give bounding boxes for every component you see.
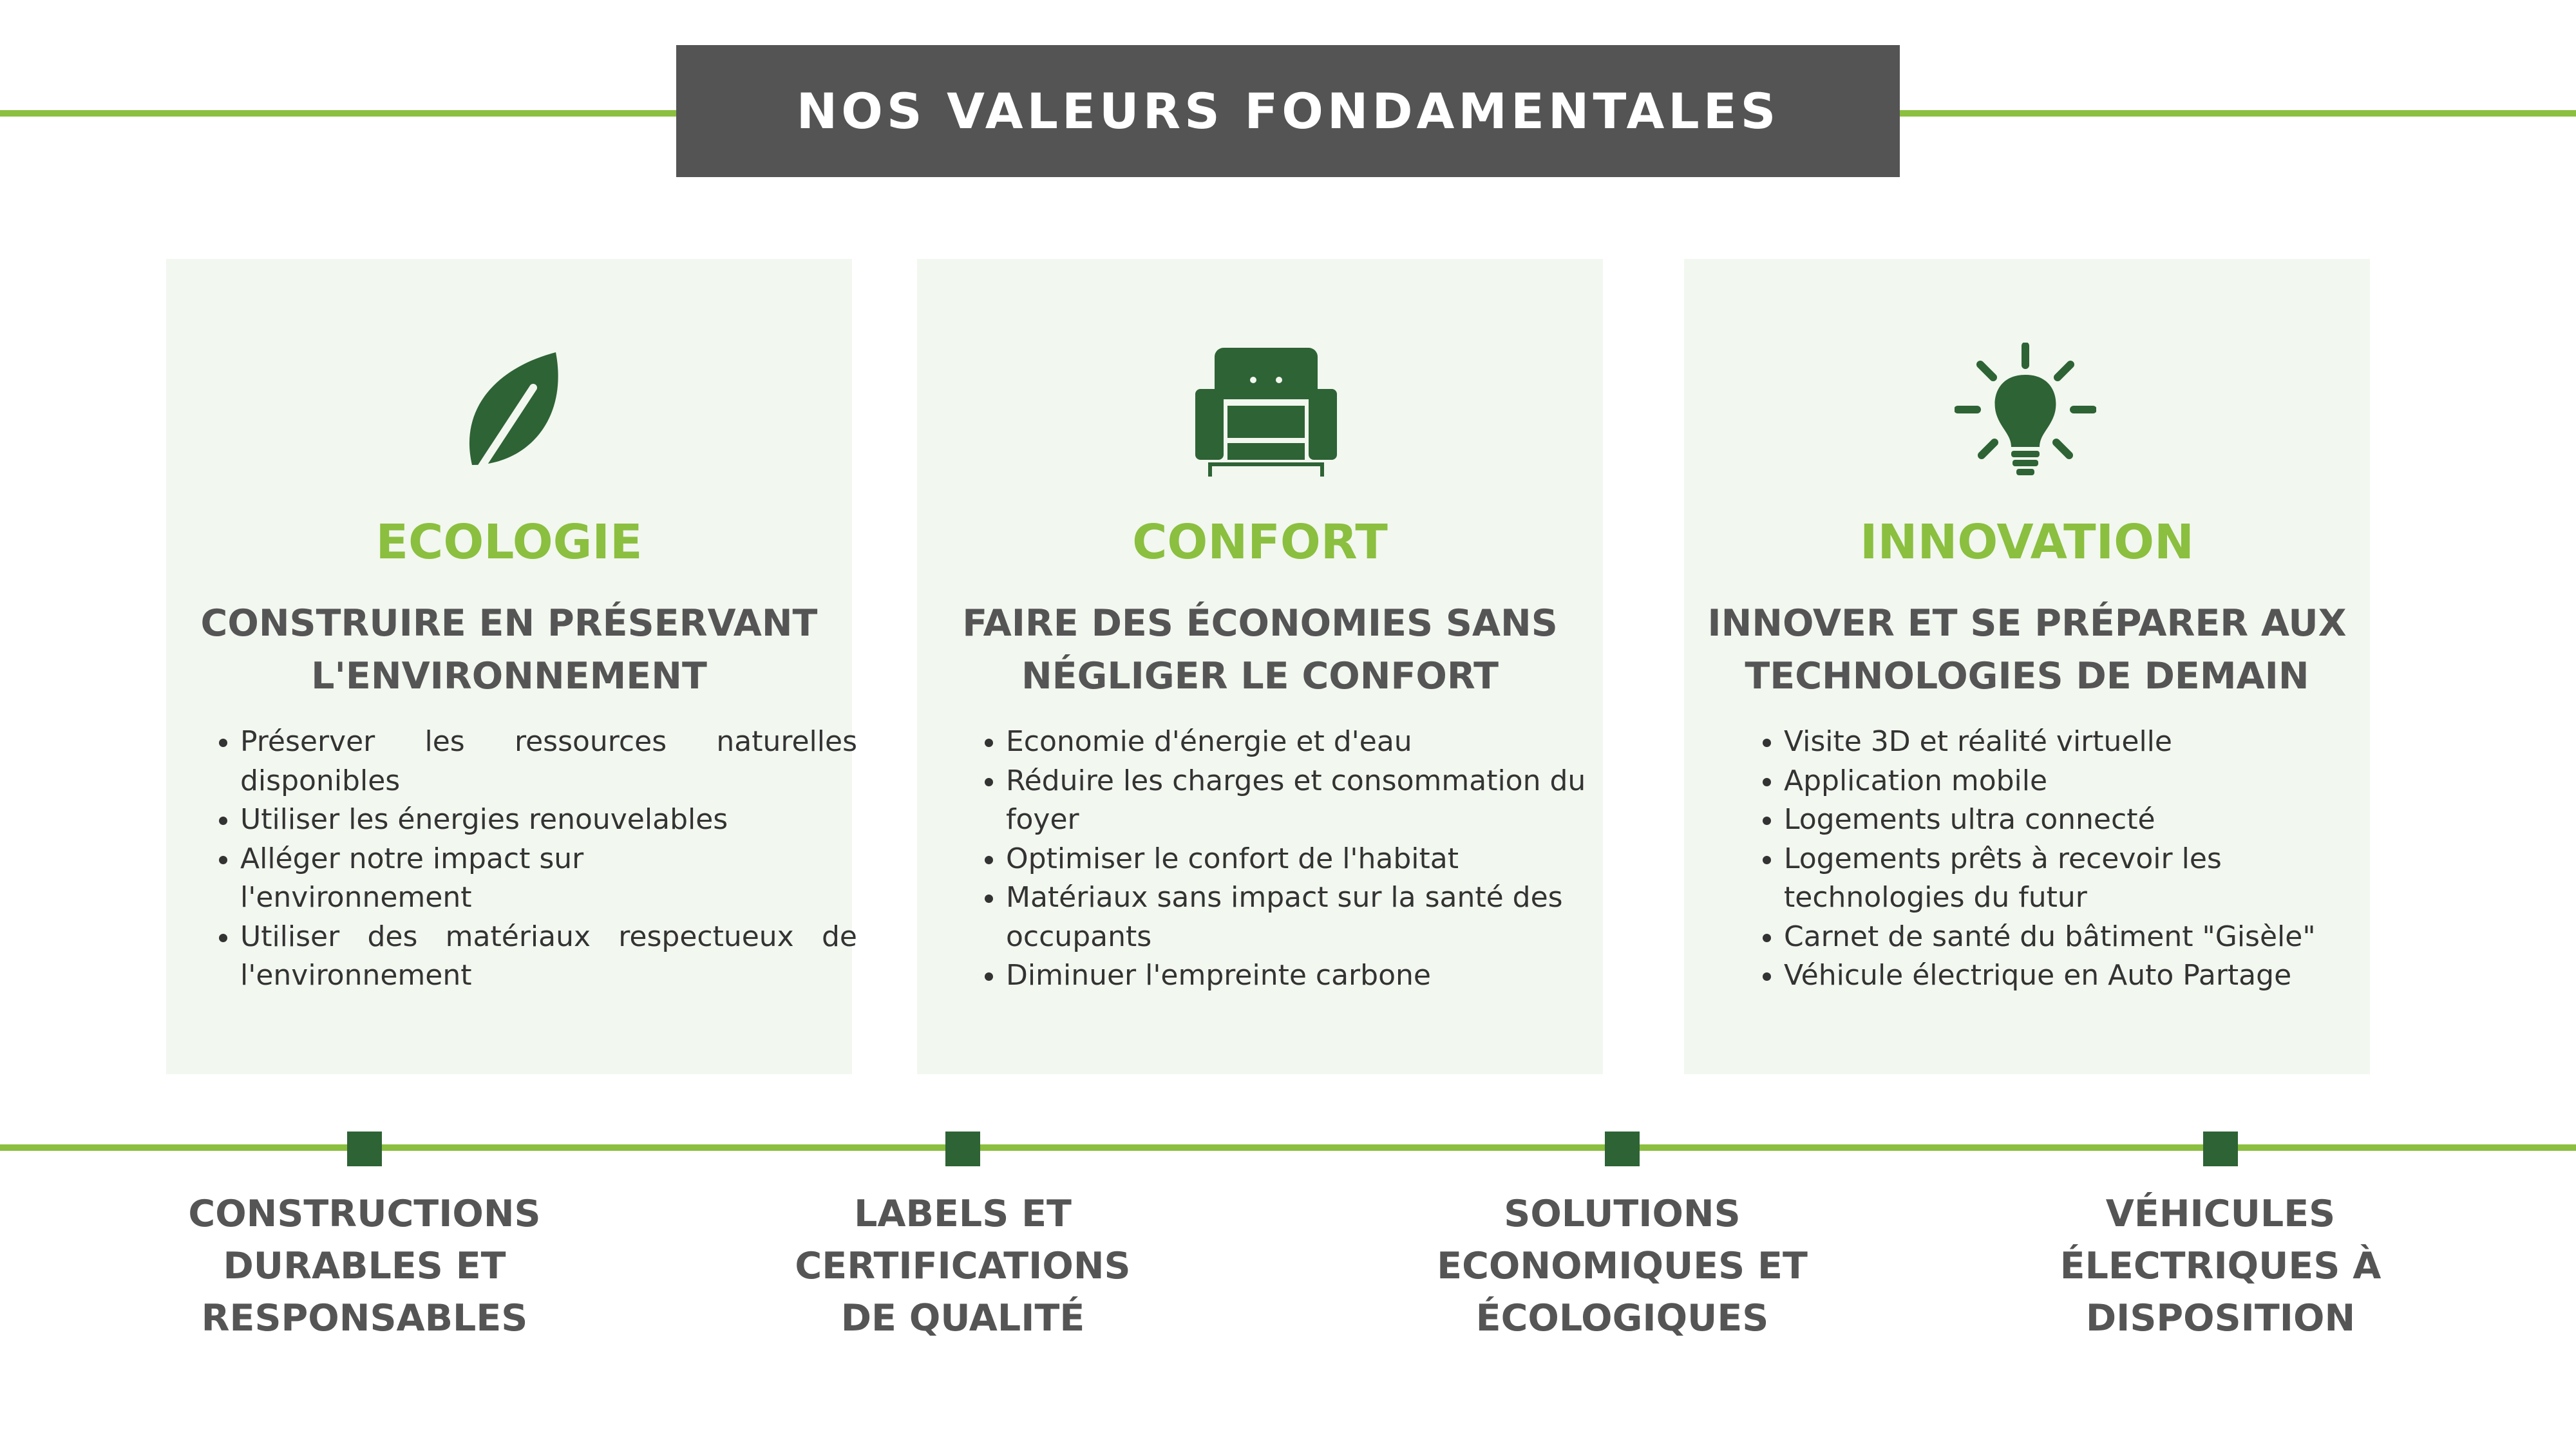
card-subtitle: CONSTRUIRE EN PRÉSERVANT L'ENVIRONNEMENT (200, 602, 818, 697)
list-item: Utiliser les énergies renouvelables (240, 800, 857, 840)
list-item: Application mobile (1784, 762, 2389, 801)
list-item: Réduire les charges et consommation du f… (1006, 762, 1624, 840)
timeline-marker (347, 1132, 382, 1166)
timeline-label: LABELS ET CERTIFICATIONS DE QUALITÉ (795, 1193, 1131, 1340)
card-ecologie: ECOLOGIE CONSTRUIRE EN PRÉSERVANT L'ENVI… (166, 259, 857, 1074)
list-item: Economie d'énergie et d'eau (1006, 723, 1624, 762)
leaf-icon (456, 349, 565, 471)
card-innovation: INNOVATION INNOVER ET SE PRÉPARER AUX TE… (1684, 259, 2370, 1074)
list-item: Préserver les ressources naturelles disp… (240, 723, 857, 800)
timeline-label: SOLUTIONS ECONOMIQUES ET ÉCOLOGIQUES (1437, 1193, 1808, 1340)
timeline-marker (1605, 1132, 1640, 1166)
card-list: Economie d'énergie et d'eau Réduire les … (974, 723, 1624, 996)
page-title-banner: NOS VALEURS FONDAMENTALES (676, 45, 1900, 177)
timeline-line (0, 1144, 2576, 1151)
list-item: Utiliser des matériaux respectueux de l'… (240, 918, 857, 996)
timeline-label: VÉHICULES ÉLECTRIQUES À DISPOSITION (2060, 1193, 2382, 1340)
list-item: Optimiser le confort de l'habitat (1006, 840, 1624, 879)
card-title: ECOLOGIE (375, 515, 643, 570)
lightbulb-icon (1954, 342, 2097, 484)
list-item: Alléger notre impact sur l'environnement (240, 840, 601, 918)
page-title: NOS VALEURS FONDAMENTALES (796, 82, 1780, 140)
header-line-left (0, 110, 676, 117)
list-item: Visite 3D et réalité virtuelle (1784, 723, 2389, 762)
armchair-icon (1195, 348, 1337, 477)
list-item: Matériaux sans impact sur la santé des o… (1006, 878, 1573, 956)
list-item: Véhicule électrique en Auto Partage (1784, 956, 2389, 996)
card-list: Visite 3D et réalité virtuelle Applicati… (1752, 723, 2389, 996)
list-item: Diminuer l'empreinte carbone (1006, 956, 1624, 996)
card-subtitle: INNOVER ET SE PRÉPARER AUX TECHNOLOGIES … (1707, 602, 2347, 697)
list-item: Logements prêts à recevoir les technolog… (1784, 840, 2312, 918)
card-title: CONFORT (1132, 515, 1388, 570)
timeline-label: CONSTRUCTIONS DURABLES ET RESPONSABLES (188, 1193, 541, 1340)
list-item: Carnet de santé du bâtiment "Gisèle" (1784, 918, 2389, 957)
card-title: INNOVATION (1860, 515, 2194, 570)
card-list: Préserver les ressources naturelles disp… (208, 723, 857, 996)
card-confort: CONFORT FAIRE DES ÉCONOMIES SANS NÉGLIGE… (917, 259, 1603, 1074)
timeline-marker (2203, 1132, 2238, 1166)
timeline-marker (945, 1132, 980, 1166)
header-line-right (1900, 110, 2576, 117)
list-item: Logements ultra connecté (1784, 800, 2389, 840)
card-subtitle: FAIRE DES ÉCONOMIES SANS NÉGLIGER LE CON… (962, 602, 1558, 697)
